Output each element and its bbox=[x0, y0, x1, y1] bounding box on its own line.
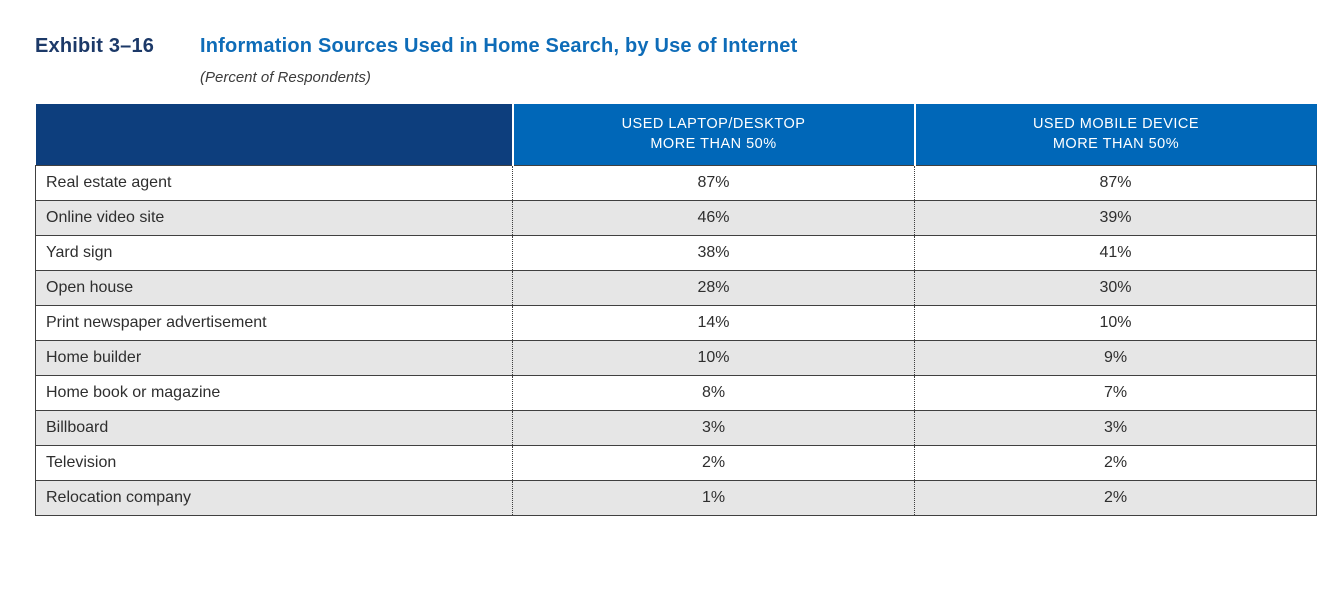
header-mobile-line2: MORE THAN 50% bbox=[1052, 136, 1180, 153]
laptop-value: 10% bbox=[512, 339, 915, 376]
laptop-value: 87% bbox=[512, 164, 915, 201]
row-label: Online video site bbox=[35, 199, 513, 236]
exhibit-subtitle: (Percent of Respondents) bbox=[200, 69, 371, 86]
row-label: Billboard bbox=[35, 409, 513, 446]
row-label: Relocation company bbox=[35, 479, 513, 516]
row-label: Yard sign bbox=[35, 234, 513, 271]
laptop-value: 46% bbox=[512, 199, 915, 236]
header-laptop-line2: MORE THAN 50% bbox=[650, 136, 777, 153]
header-laptop-line1: USED LAPTOP/DESKTOP bbox=[621, 116, 806, 133]
table-row: Billboard 3% 3% bbox=[35, 409, 1317, 446]
mobile-value: 2% bbox=[914, 479, 1317, 516]
mobile-value: 87% bbox=[914, 164, 1317, 201]
row-label: Real estate agent bbox=[35, 164, 513, 201]
row-label: Print newspaper advertisement bbox=[35, 304, 513, 341]
table-row: Home builder 10% 9% bbox=[35, 339, 1317, 376]
table-row: Open house 28% 30% bbox=[35, 269, 1317, 306]
laptop-value: 28% bbox=[512, 269, 915, 306]
table-row: Television 2% 2% bbox=[35, 444, 1317, 481]
information-sources-table: USED LAPTOP/DESKTOP MORE THAN 50% USED M… bbox=[35, 104, 1317, 516]
page-title: Information Sources Used in Home Search,… bbox=[200, 35, 798, 57]
document-page: Exhibit 3–16 Information Sources Used in… bbox=[35, 34, 1317, 516]
exhibit-number: Exhibit 3–16 bbox=[35, 35, 155, 57]
row-label: Home book or magazine bbox=[35, 374, 513, 411]
laptop-value: 2% bbox=[512, 444, 915, 481]
mobile-value: 3% bbox=[914, 409, 1317, 446]
table-header-row: USED LAPTOP/DESKTOP MORE THAN 50% USED M… bbox=[35, 104, 1317, 165]
header-mobile-line1: USED MOBILE DEVICE bbox=[1032, 116, 1200, 133]
mobile-value: 2% bbox=[914, 444, 1317, 481]
laptop-value: 14% bbox=[512, 304, 915, 341]
table-row: Home book or magazine 8% 7% bbox=[35, 374, 1317, 411]
row-label: Open house bbox=[35, 269, 513, 306]
laptop-value: 3% bbox=[512, 409, 915, 446]
exhibit-title-row: Exhibit 3–16 Information Sources Used in… bbox=[35, 34, 1316, 58]
laptop-value: 8% bbox=[512, 374, 915, 411]
mobile-value: 30% bbox=[914, 269, 1317, 306]
table-row: Print newspaper advertisement 14% 10% bbox=[35, 304, 1317, 341]
table-row: Online video site 46% 39% bbox=[35, 199, 1317, 236]
mobile-value: 39% bbox=[914, 199, 1317, 236]
table-row: Yard sign 38% 41% bbox=[35, 234, 1317, 271]
mobile-value: 41% bbox=[914, 234, 1317, 271]
table-row: Real estate agent 87% 87% bbox=[35, 164, 1317, 201]
mobile-value: 9% bbox=[914, 339, 1317, 376]
row-label: Television bbox=[35, 444, 513, 481]
header-cell-mobile: USED MOBILE DEVICE MORE THAN 50% bbox=[913, 104, 1317, 165]
header-cell-laptop: USED LAPTOP/DESKTOP MORE THAN 50% bbox=[511, 104, 915, 165]
row-label: Home builder bbox=[35, 339, 513, 376]
header-cell-empty bbox=[35, 104, 513, 165]
table-row: Relocation company 1% 2% bbox=[35, 479, 1317, 516]
mobile-value: 10% bbox=[914, 304, 1317, 341]
laptop-value: 1% bbox=[512, 479, 915, 516]
mobile-value: 7% bbox=[914, 374, 1317, 411]
laptop-value: 38% bbox=[512, 234, 915, 271]
